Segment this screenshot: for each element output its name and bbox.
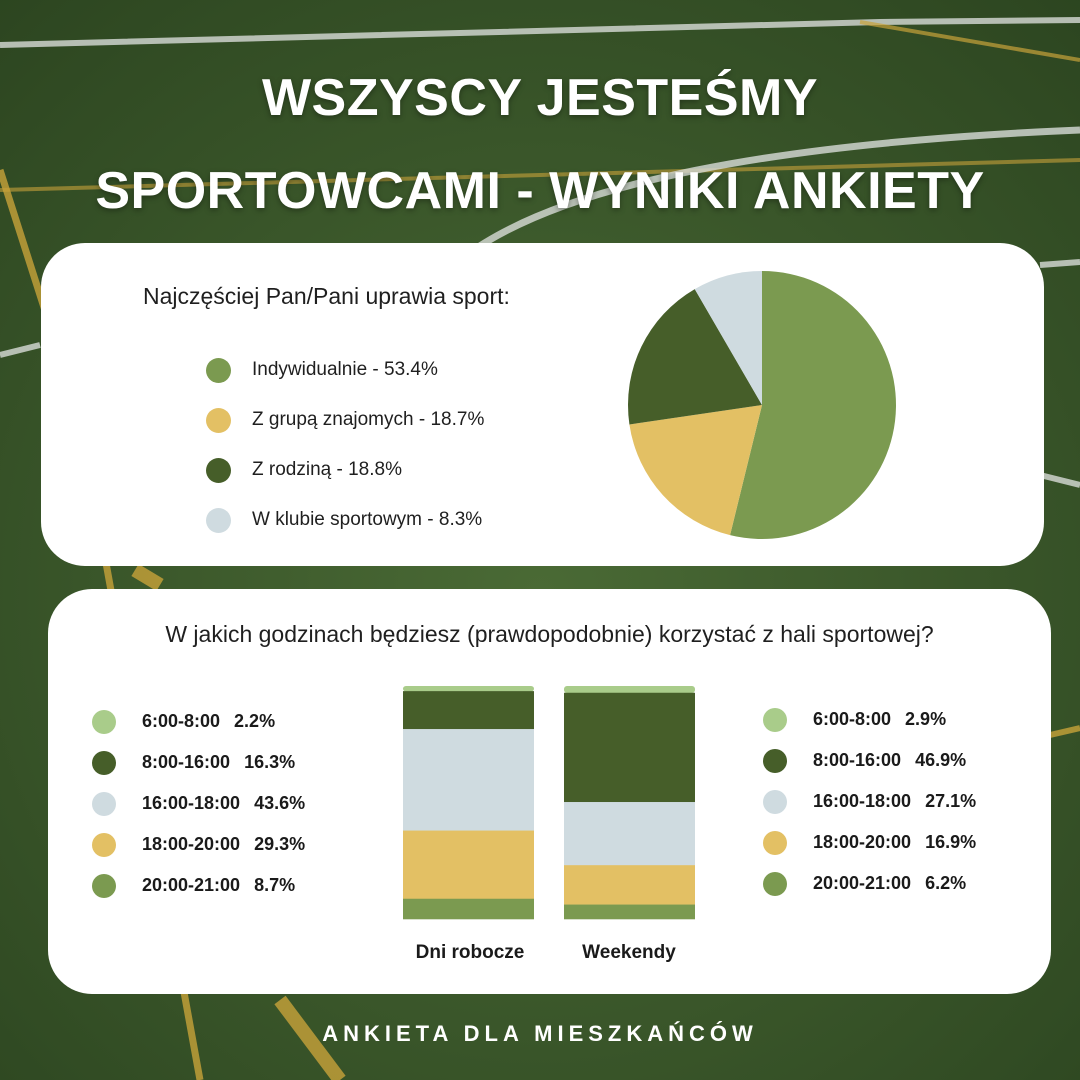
legend-percent: 16.3% — [244, 752, 296, 772]
legend-percent: 16.9% — [925, 832, 977, 852]
legend-time: 8:00-16:00 — [142, 752, 231, 772]
legend-time: 18:00-20:00 — [813, 832, 912, 852]
legend-swatch — [763, 789, 787, 814]
bar-segment-1-3 — [564, 865, 695, 905]
bar-segment-1-0 — [564, 686, 695, 694]
pie-legend-label: Z rodziną - 18.8% — [252, 459, 402, 480]
pie-legend-item: Z rodziną - 18.8% — [206, 445, 484, 495]
legend-swatch — [92, 873, 116, 898]
legend-item: 6:00-8:00 2.9% — [763, 699, 976, 740]
legend-item: 8:00-16:00 16.3% — [92, 742, 305, 783]
bar-segment-0-1 — [403, 691, 534, 730]
bar-segment-0-3 — [403, 830, 534, 900]
legend-percent: 27.1% — [925, 791, 977, 811]
legend-swatch — [763, 707, 787, 732]
bar-segment-1-1 — [564, 692, 695, 803]
legend-item: 20:00-21:00 6.2% — [763, 863, 976, 904]
pie-slice-3 — [694, 271, 762, 405]
pie-legend-label: W klubie sportowym - 8.3% — [252, 509, 483, 530]
legend-time: 20:00-21:00 — [813, 873, 912, 893]
legend-swatch — [92, 832, 116, 857]
pie-legend-item: Z grupą znajomych - 18.7% — [206, 395, 484, 445]
bar-segment-0-0 — [403, 686, 534, 692]
stacked-bar-chart — [403, 686, 695, 920]
footer-caption: ANKIETA DLA MIESZKAŃCÓW — [322, 1021, 758, 1046]
pie-legend-label: Indywidualnie - 53.4% — [252, 359, 438, 380]
category-label-workdays: Dni robocze — [415, 942, 525, 963]
page-title: WSZYSCY JESTEŚMY SPORTOWCAMI - WYNIKI AN… — [0, 52, 1080, 237]
pie-chart-title: Najczęściej Pan/Pani uprawia sport: — [143, 283, 510, 309]
weekends-legend: 6:00-8:00 2.9% 8:00-16:00 46.9% 16:00-18:0… — [763, 699, 976, 904]
pie-slice-1 — [629, 405, 762, 536]
category-label-weekends: Weekendy — [582, 942, 676, 963]
pie-chart-card: Najczęściej Pan/Pani uprawia sport: Indy… — [41, 243, 1044, 566]
legend-swatch — [92, 791, 116, 816]
bar-segment-1-4 — [564, 904, 695, 920]
legend-swatch — [206, 407, 231, 433]
legend-percent: 2.9% — [905, 709, 947, 729]
pie-legend-item: W klubie sportowym - 8.3% — [206, 495, 484, 545]
legend-item: 6:00-8:00 2.2% — [92, 701, 305, 742]
title-line-1: WSZYSCY JESTEŚMY — [261, 69, 819, 127]
stacked-bar-card: W jakich godzinach będziesz (prawdopodob… — [48, 589, 1051, 994]
legend-time: 16:00-18:00 — [142, 793, 241, 813]
legend-percent: 43.6% — [254, 793, 306, 813]
legend-swatch — [763, 871, 787, 896]
legend-swatch — [206, 507, 231, 533]
pie-slice-2 — [628, 289, 762, 425]
pie-legend: Indywidualnie - 53.4% Z grupą znajomych … — [206, 345, 484, 545]
legend-swatch — [92, 750, 116, 775]
legend-item: 18:00-20:00 16.9% — [763, 822, 976, 863]
title-line-2: SPORTOWCAMI - WYNIKI ANKIETY — [95, 161, 985, 220]
legend-item: 18:00-20:00 29.3% — [92, 824, 305, 865]
pie-chart — [628, 271, 897, 539]
legend-swatch — [206, 457, 231, 483]
legend-percent: 2.2% — [234, 711, 276, 731]
legend-swatch — [763, 748, 787, 773]
bar-chart-title: W jakich godzinach będziesz (prawdopodob… — [165, 621, 934, 647]
legend-percent: 6.2% — [925, 873, 967, 893]
pie-legend-label: Z grupą znajomych - 18.7% — [252, 409, 485, 430]
legend-time: 20:00-21:00 — [142, 875, 241, 895]
legend-percent: 29.3% — [254, 834, 306, 854]
legend-swatch — [763, 830, 787, 855]
legend-item: 16:00-18:00 43.6% — [92, 783, 305, 824]
legend-item: 20:00-21:00 8.7% — [92, 865, 305, 906]
legend-percent: 46.9% — [915, 750, 967, 770]
legend-item: 8:00-16:00 46.9% — [763, 740, 976, 781]
legend-time: 6:00-8:00 — [142, 711, 221, 731]
legend-time: 6:00-8:00 — [813, 709, 892, 729]
pie-slice-0 — [730, 271, 897, 539]
bar-segment-1-2 — [564, 802, 695, 866]
legend-swatch — [206, 357, 231, 383]
bar-segment-0-4 — [403, 898, 534, 920]
legend-time: 18:00-20:00 — [142, 834, 241, 854]
legend-time: 16:00-18:00 — [813, 791, 912, 811]
legend-time: 8:00-16:00 — [813, 750, 902, 770]
bar-segment-0-2 — [403, 729, 534, 831]
workdays-legend: 6:00-8:00 2.2% 8:00-16:00 16.3% 16:00-18:0… — [92, 701, 305, 906]
legend-percent: 8.7% — [254, 875, 296, 895]
pie-legend-item: Indywidualnie - 53.4% — [206, 345, 484, 395]
legend-swatch — [92, 709, 116, 734]
legend-item: 16:00-18:00 27.1% — [763, 781, 976, 822]
